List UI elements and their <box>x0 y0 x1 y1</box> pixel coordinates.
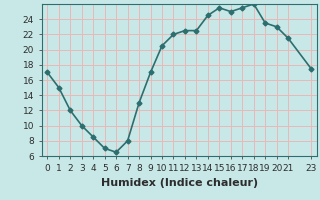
X-axis label: Humidex (Indice chaleur): Humidex (Indice chaleur) <box>100 178 258 188</box>
